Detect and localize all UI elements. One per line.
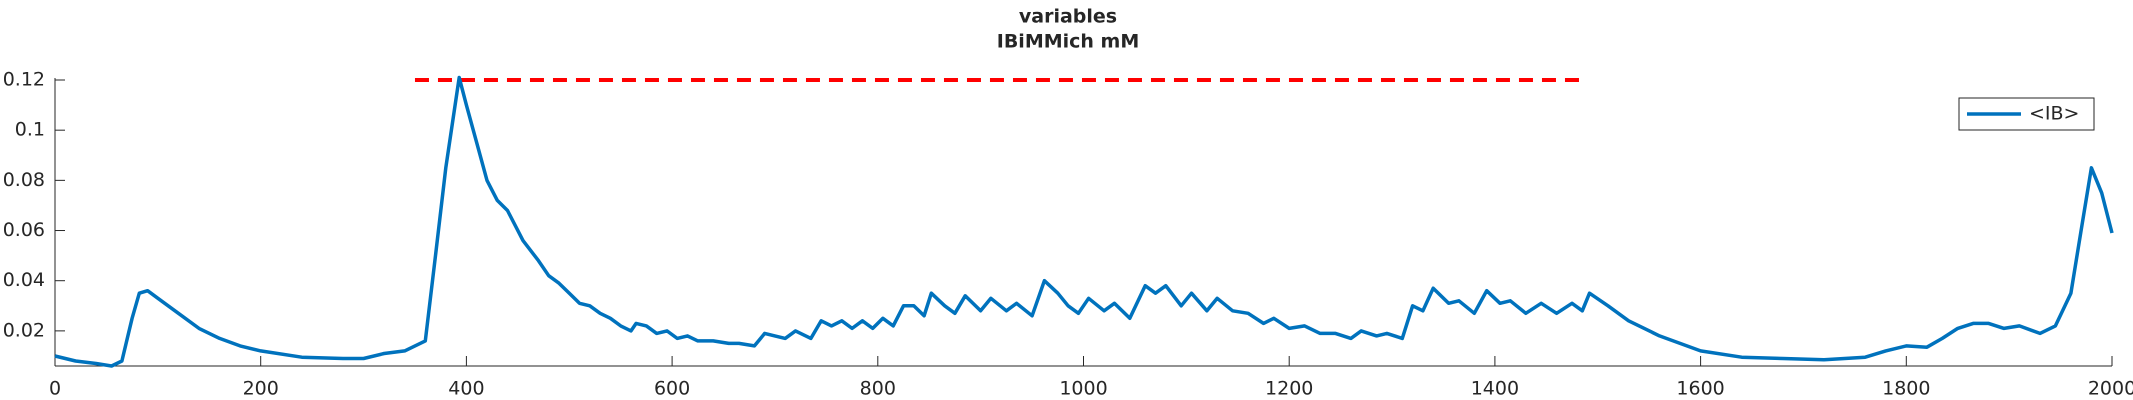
y-tick-label: 0.1 xyxy=(15,119,45,141)
y-tick-label: 0.02 xyxy=(3,319,45,341)
data-line xyxy=(54,75,2114,368)
x-tick-label: 1800 xyxy=(1882,378,1930,400)
y-tick-label: 0.04 xyxy=(3,269,45,291)
y-tick-label: 0.12 xyxy=(3,69,45,91)
y-tick-label: 0.06 xyxy=(3,219,45,241)
legend-label: <IB> xyxy=(2029,103,2079,125)
x-tick-label: 600 xyxy=(654,378,690,400)
x-tick-label: 200 xyxy=(243,378,279,400)
chart-subtitle: IBiMMich mM xyxy=(997,31,1140,53)
x-tick-label: 800 xyxy=(860,378,896,400)
y-tick-label: 0.08 xyxy=(3,169,45,191)
x-tick-label: 1000 xyxy=(1059,378,1107,400)
x-tick-label: 2000 xyxy=(2088,378,2133,400)
chart-title: variables xyxy=(1019,6,1117,28)
x-tick-label: 1600 xyxy=(1676,378,1724,400)
x-tick-label: 1200 xyxy=(1265,378,1313,400)
x-tick-label: 0 xyxy=(49,378,61,400)
x-tick-label: 400 xyxy=(448,378,484,400)
x-tick-label: 1400 xyxy=(1471,378,1519,400)
